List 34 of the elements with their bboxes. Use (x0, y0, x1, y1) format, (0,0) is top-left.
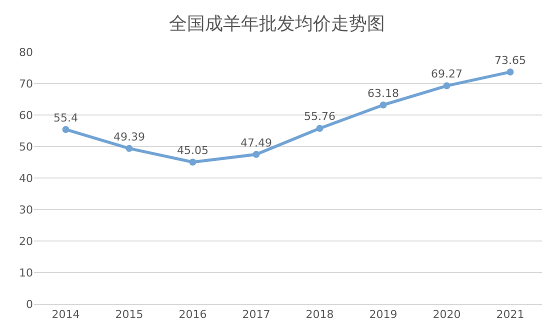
data-label: 47.49 (240, 136, 272, 150)
x-tick-label: 2015 (115, 308, 144, 322)
data-label: 55.76 (304, 110, 336, 124)
data-label: 45.05 (177, 144, 208, 157)
data-label: 49.39 (114, 130, 145, 144)
x-tick-label: 2018 (306, 308, 334, 322)
y-tick-label: 10 (19, 266, 33, 280)
chart-title: 全国成羊年批发均价走势图 (169, 13, 385, 34)
data-label: 63.18 (368, 86, 399, 100)
y-tick-label: 70 (19, 77, 33, 90)
y-tick-label: 30 (19, 203, 33, 216)
data-label: 69.27 (431, 68, 462, 81)
point (380, 101, 387, 108)
x-tick-label: 2016 (178, 308, 207, 322)
x-tick-label: 2021 (496, 308, 524, 322)
point (316, 124, 324, 132)
x-tick-label: 2017 (242, 308, 270, 322)
point (506, 68, 514, 76)
point (252, 150, 260, 158)
data-label: 73.65 (494, 54, 526, 67)
data-label: 55.4 (54, 111, 78, 124)
y-tick-label: 80 (19, 46, 33, 59)
y-tick-label: 50 (19, 140, 33, 154)
x-tick-label: 2014 (52, 308, 80, 322)
y-tick-label: 20 (19, 234, 33, 248)
y-tick-label: 40 (19, 172, 33, 185)
x-tick-label: 2020 (432, 308, 461, 322)
point (62, 126, 70, 133)
point (189, 158, 196, 166)
point (443, 82, 450, 90)
x-tick-label: 2019 (369, 308, 398, 322)
y-tick-label: 0 (26, 298, 33, 311)
y-tick-label: 60 (19, 108, 33, 122)
point (126, 144, 133, 152)
